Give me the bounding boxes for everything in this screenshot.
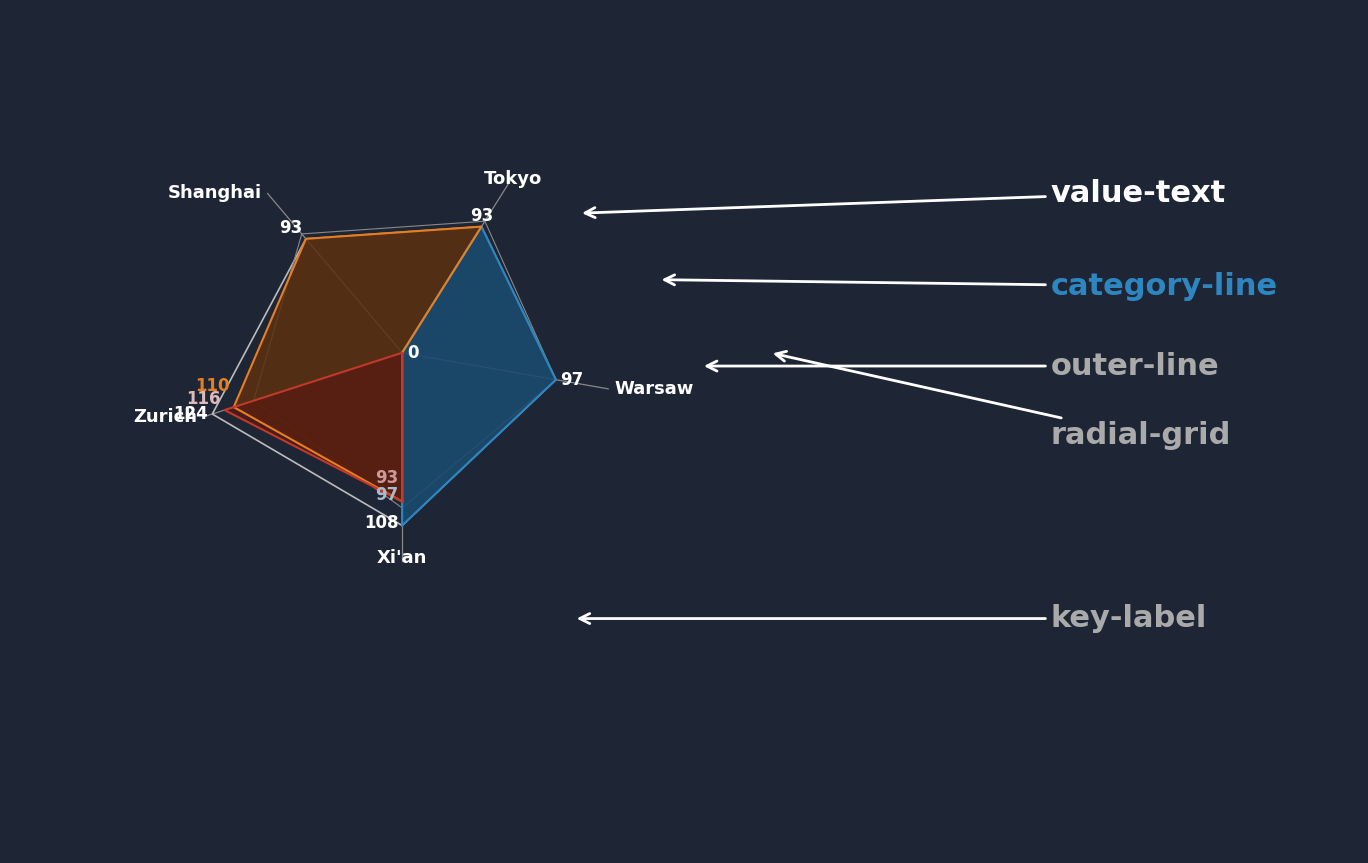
Text: 93: 93 — [469, 207, 492, 225]
Text: 0: 0 — [406, 343, 419, 362]
Text: 110: 110 — [196, 376, 230, 394]
Text: Xi'an: Xi'an — [378, 549, 427, 567]
Text: value-text: value-text — [586, 179, 1226, 217]
Text: outer-line: outer-line — [707, 351, 1220, 381]
Text: 124: 124 — [174, 405, 208, 423]
Polygon shape — [224, 353, 402, 501]
Polygon shape — [402, 227, 555, 526]
Text: radial-grid: radial-grid — [776, 351, 1231, 450]
Text: 97: 97 — [560, 371, 583, 388]
Text: 116: 116 — [186, 390, 220, 408]
Text: Shanghai: Shanghai — [167, 185, 261, 203]
Text: 93: 93 — [375, 469, 398, 487]
Text: category-line: category-line — [665, 272, 1278, 301]
Text: Warsaw: Warsaw — [614, 380, 694, 398]
Text: 108: 108 — [364, 514, 398, 532]
Text: Tokyo: Tokyo — [484, 170, 542, 188]
Text: 97: 97 — [375, 486, 398, 504]
Polygon shape — [234, 227, 482, 501]
Text: 93: 93 — [279, 219, 302, 237]
Text: Zurich: Zurich — [133, 408, 197, 426]
Text: key-label: key-label — [580, 604, 1208, 633]
